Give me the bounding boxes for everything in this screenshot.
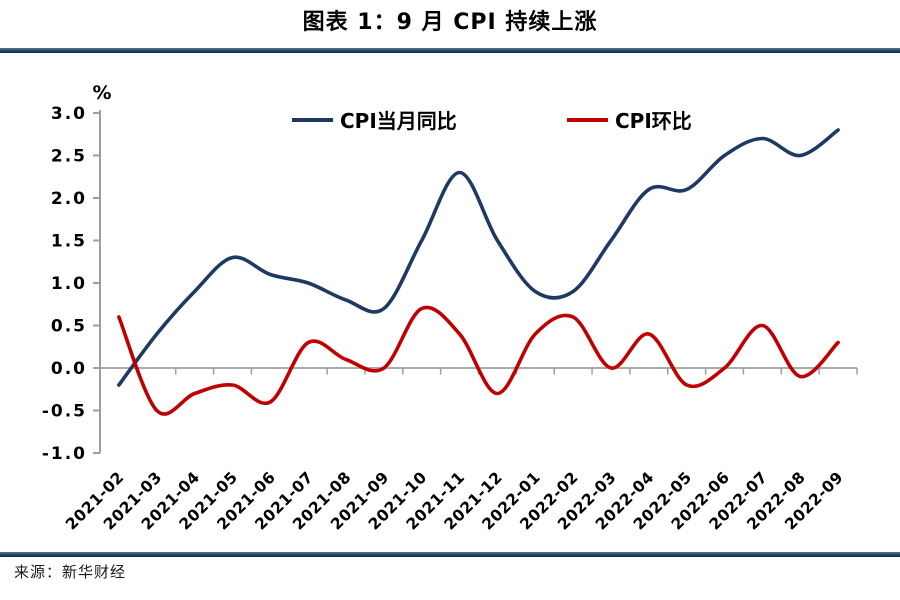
y-axis-unit-label: %: [92, 82, 111, 104]
y-tick-label: 1.5: [51, 232, 87, 252]
x-axis: 2021-022021-032021-042021-052021-062021-…: [62, 367, 858, 534]
legend-label: CPI环比: [615, 109, 692, 133]
bottom-divider-rule: [0, 552, 900, 557]
series-line-cpi-yoy: [117, 128, 840, 387]
title-divider-rule: [0, 48, 900, 53]
legend-item: CPI环比: [567, 109, 692, 133]
source-caption: 来源：新华财经: [14, 563, 127, 581]
series-line-cpi-mom: [117, 305, 840, 416]
legend-item: CPI当月同比: [292, 109, 457, 133]
y-axis: 3.0 2.5 2.0 1.5 1.0 0.5 0.0 -0.5 -1.0: [42, 104, 101, 464]
y-tick-label: 3.0: [51, 104, 87, 124]
legend-label: CPI当月同比: [340, 109, 457, 133]
y-tick-label: 2.5: [51, 147, 87, 167]
y-tick-label: 0.0: [51, 359, 87, 379]
y-tick-label: 0.5: [51, 317, 87, 337]
y-tick-label: 1.0: [51, 274, 87, 294]
y-tick-label: -1.0: [42, 444, 87, 464]
y-tick-label: 2.0: [51, 189, 87, 209]
chart-title: 图表 1：9 月 CPI 持续上涨: [302, 10, 598, 35]
y-tick-label: -0.5: [42, 402, 87, 422]
legend: CPI当月同比 CPI环比: [292, 109, 692, 133]
